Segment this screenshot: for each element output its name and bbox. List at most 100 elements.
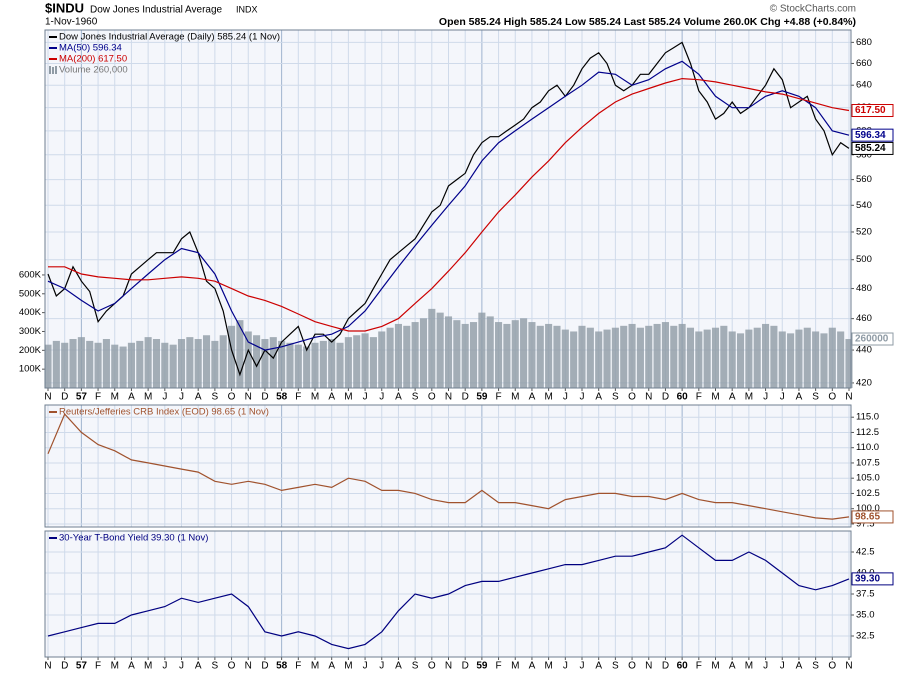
volume-bar bbox=[111, 344, 119, 388]
y-tick-label: 32.5 bbox=[856, 631, 875, 642]
x-tick-label: D bbox=[662, 661, 669, 672]
volume-bar bbox=[386, 327, 394, 388]
x-tick-label: A bbox=[729, 392, 736, 403]
volume-bar bbox=[419, 318, 428, 388]
x-tick-label: N bbox=[245, 392, 252, 403]
x-tick-label: A bbox=[395, 392, 402, 403]
volume-bar bbox=[269, 337, 277, 388]
volume-bar bbox=[228, 325, 236, 388]
volume-bar bbox=[603, 329, 611, 388]
x-tick-label: O bbox=[628, 661, 636, 672]
symbol: $INDU bbox=[45, 0, 84, 15]
volume-bar bbox=[803, 327, 811, 388]
legend-swatch bbox=[52, 67, 54, 74]
y-tick-label: 660 bbox=[856, 58, 872, 69]
volume-bar bbox=[244, 331, 252, 388]
x-tick-label: M bbox=[511, 392, 519, 403]
x-tick-label: J bbox=[763, 392, 768, 403]
x-tick-label: D bbox=[261, 661, 268, 672]
volume-bar bbox=[645, 325, 653, 388]
volume-bar bbox=[202, 335, 211, 388]
value-tag: 39.30 bbox=[855, 574, 880, 585]
legend-swatch bbox=[55, 66, 57, 74]
volume-bar bbox=[52, 340, 60, 388]
legend-label: Reuters/Jefferies CRB Index (EOD) 98.65 … bbox=[59, 407, 269, 418]
y-tick-label: 460 bbox=[856, 313, 872, 324]
y2-tick-label: 600K bbox=[19, 269, 42, 280]
volume-bar bbox=[845, 339, 853, 388]
x-tick-label: M bbox=[544, 661, 552, 672]
x-tick-label: 58 bbox=[276, 661, 288, 672]
x-tick-label: 59 bbox=[476, 392, 488, 403]
volume-bar bbox=[469, 322, 478, 388]
x-tick-label: N bbox=[645, 661, 652, 672]
volume-bar bbox=[144, 337, 152, 388]
value-tag-box bbox=[851, 572, 894, 586]
y-tick-label: 102.5 bbox=[856, 488, 880, 499]
volume-bar bbox=[378, 331, 386, 388]
x-tick-label: J bbox=[780, 661, 785, 672]
x-tick-label: M bbox=[344, 392, 352, 403]
volume-bar bbox=[444, 316, 453, 388]
x-tick-label: D bbox=[462, 392, 469, 403]
y2-tick-label: 100K bbox=[19, 364, 42, 375]
value-tag: 617.50 bbox=[855, 105, 886, 116]
x-tick-label: M bbox=[311, 392, 319, 403]
volume-bar bbox=[428, 308, 436, 388]
x-tick-label: S bbox=[612, 661, 619, 672]
legend-label: MA(200) 617.50 bbox=[59, 54, 127, 65]
volume-bar bbox=[328, 339, 336, 388]
volume-bar bbox=[177, 339, 186, 388]
x-tick-label: F bbox=[696, 392, 702, 403]
x-tick-label: A bbox=[195, 661, 202, 672]
x-tick-label: S bbox=[412, 661, 419, 672]
volume-bar bbox=[303, 346, 311, 388]
x-tick-label: M bbox=[711, 661, 719, 672]
legend-label: 30-Year T-Bond Yield 39.30 (1 Nov) bbox=[59, 533, 208, 544]
x-tick-label: F bbox=[496, 392, 502, 403]
y2-tick-label: 300K bbox=[19, 326, 42, 337]
x-tick-label: M bbox=[344, 661, 352, 672]
x-tick-label: A bbox=[529, 661, 536, 672]
x-tick-label: A bbox=[529, 392, 536, 403]
volume-bar bbox=[286, 342, 294, 388]
volume-bar bbox=[511, 320, 519, 388]
value-tag-box bbox=[851, 141, 894, 155]
series-line bbox=[47, 41, 850, 377]
volume-bar bbox=[278, 340, 286, 388]
y-tick-label: 115.0 bbox=[856, 412, 879, 423]
x-tick-label: M bbox=[711, 392, 719, 403]
x-tick-label: D bbox=[261, 392, 268, 403]
volume-bar bbox=[403, 325, 411, 388]
volume-bar bbox=[536, 325, 544, 388]
value-tag: 585.24 bbox=[855, 143, 886, 154]
volume-bar bbox=[753, 327, 761, 388]
volume-bar bbox=[762, 323, 770, 388]
x-tick-label: M bbox=[311, 661, 319, 672]
plot-border bbox=[44, 29, 852, 389]
y-tick-label: 112.5 bbox=[856, 427, 879, 438]
volume-bar bbox=[595, 331, 603, 388]
y-tick-label: 440 bbox=[856, 345, 872, 356]
x-tick-label: J bbox=[780, 392, 785, 403]
x-tick-label: S bbox=[812, 392, 819, 403]
volume-bar bbox=[236, 320, 244, 388]
volume-bar bbox=[812, 331, 820, 388]
volume-bar bbox=[211, 340, 219, 388]
x-tick-label: M bbox=[511, 661, 519, 672]
series-line bbox=[47, 413, 850, 520]
x-tick-label: D bbox=[61, 392, 68, 403]
legend-swatch bbox=[49, 66, 51, 74]
volume-bar bbox=[127, 342, 135, 388]
volume-bar bbox=[311, 342, 319, 388]
x-tick-label: J bbox=[363, 661, 368, 672]
x-tick-label: M bbox=[144, 661, 152, 672]
volume-bar bbox=[152, 339, 161, 388]
x-tick-label: O bbox=[228, 661, 236, 672]
x-tick-label: O bbox=[628, 392, 636, 403]
volume-bar bbox=[636, 327, 644, 388]
x-tick-label: J bbox=[363, 392, 368, 403]
y-tick-label: 42.5 bbox=[856, 547, 875, 558]
volume-bar bbox=[495, 322, 503, 388]
x-tick-label: N bbox=[845, 392, 852, 403]
